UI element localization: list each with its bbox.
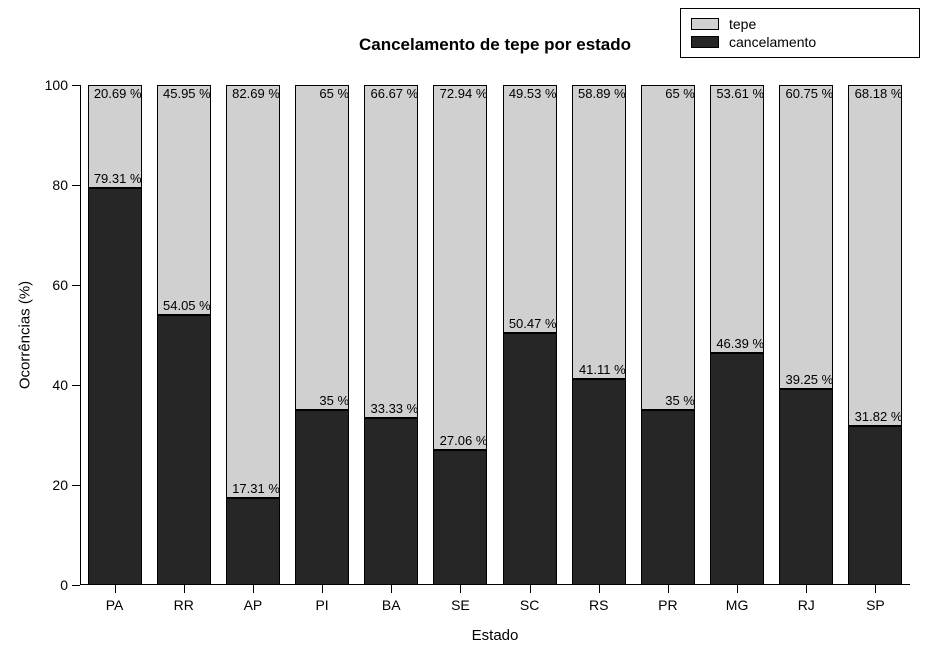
pct-label-tepe: 58.89 % xyxy=(578,86,626,101)
legend-label: cancelamento xyxy=(729,33,816,51)
bar-segment-tepe xyxy=(157,85,211,315)
bar-segment-tepe xyxy=(503,85,557,333)
pct-label-cancelamento: 54.05 % xyxy=(163,298,211,313)
pct-label-cancelamento: 33.33 % xyxy=(371,401,419,416)
plot-area: 020406080100PA79.31 %20.69 %RR54.05 %45.… xyxy=(80,85,910,585)
x-axis-title: Estado xyxy=(472,627,519,644)
bar-segment-cancelamento xyxy=(779,389,833,585)
bar-segment-tepe xyxy=(226,85,280,498)
chart-title: Cancelamento de tepe por estado xyxy=(359,35,631,55)
legend-label: tepe xyxy=(729,15,756,33)
pct-label-cancelamento: 27.06 % xyxy=(440,433,488,448)
bar-segment-tepe xyxy=(364,85,418,418)
bar-segment-cancelamento xyxy=(848,426,902,585)
bar-segment-tepe xyxy=(572,85,626,379)
pct-label-tepe: 20.69 % xyxy=(94,86,142,101)
bar-group: 35 % 65 % xyxy=(295,85,349,585)
legend-item: tepe xyxy=(691,15,909,33)
y-tick-label: 60 xyxy=(52,277,80,293)
bar-segment-cancelamento xyxy=(572,379,626,585)
bar-segment-cancelamento xyxy=(641,410,695,585)
x-tick-label: SE xyxy=(451,585,470,613)
y-tick-label: 20 xyxy=(52,477,80,493)
bar-segment-cancelamento xyxy=(503,333,557,585)
pct-label-cancelamento: 41.11 % xyxy=(579,362,626,377)
y-tick-label: 80 xyxy=(52,177,80,193)
y-axis-line xyxy=(80,85,81,585)
bar-group: 41.11 % 58.89 % xyxy=(572,85,626,585)
bar-segment-tepe xyxy=(779,85,833,389)
y-axis-title: Ocorrências (%) xyxy=(17,281,34,389)
bar-segment-cancelamento xyxy=(226,498,280,585)
pct-label-cancelamento: 50.47 % xyxy=(509,316,557,331)
bar-segment-cancelamento xyxy=(88,188,142,585)
bar-group: 17.31 % 82.69 % xyxy=(226,85,280,585)
pct-label-tepe: 66.67 % xyxy=(371,86,419,101)
pct-label-cancelamento: 46.39 % xyxy=(716,336,764,351)
bar-segment-cancelamento xyxy=(364,418,418,585)
pct-label-cancelamento: 35 % xyxy=(319,393,349,408)
bar-segment-cancelamento xyxy=(295,410,349,585)
bar-segment-cancelamento xyxy=(433,450,487,585)
pct-label-cancelamento: 39.25 % xyxy=(786,372,834,387)
y-tick-label: 100 xyxy=(45,77,80,93)
x-tick-label: SC xyxy=(520,585,539,613)
x-tick-label: RJ xyxy=(798,585,815,613)
y-tick-label: 40 xyxy=(52,377,80,393)
pct-label-cancelamento: 17.31 % xyxy=(232,481,280,496)
x-tick-label: AP xyxy=(244,585,263,613)
bar-group: 46.39 % 53.61 % xyxy=(710,85,764,585)
bar-segment-cancelamento xyxy=(157,315,211,585)
pct-label-tepe: 65 % xyxy=(319,86,349,101)
pct-label-tepe: 60.75 % xyxy=(786,86,834,101)
x-tick-label: RS xyxy=(589,585,608,613)
bar-segment-tepe xyxy=(641,85,695,410)
bar-group: 31.82 % 68.18 % xyxy=(848,85,902,585)
chart-container: Cancelamento de tepe por estado tepecanc… xyxy=(0,0,947,672)
bar-segment-tepe xyxy=(710,85,764,353)
pct-label-cancelamento: 35 % xyxy=(665,393,695,408)
bar-group: 79.31 % 20.69 % xyxy=(88,85,142,585)
bar-group: 27.06 % 72.94 % xyxy=(433,85,487,585)
x-tick-label: MG xyxy=(726,585,749,613)
bar-group: 54.05 % 45.95 % xyxy=(157,85,211,585)
pct-label-tepe: 68.18 % xyxy=(855,86,903,101)
pct-label-tepe: 72.94 % xyxy=(440,86,488,101)
bar-segment-cancelamento xyxy=(710,353,764,585)
x-tick-label: BA xyxy=(382,585,401,613)
pct-label-tepe: 49.53 % xyxy=(509,86,557,101)
x-tick-label: SP xyxy=(866,585,885,613)
pct-label-cancelamento: 31.82 % xyxy=(855,409,903,424)
bar-segment-tepe xyxy=(848,85,902,426)
legend: tepecancelamento xyxy=(680,8,920,58)
x-tick-label: PI xyxy=(315,585,328,613)
bar-group: 35 % 65 % xyxy=(641,85,695,585)
bar-group: 33.33 % 66.67 % xyxy=(364,85,418,585)
x-tick-label: PR xyxy=(658,585,677,613)
legend-item: cancelamento xyxy=(691,33,909,51)
pct-label-cancelamento: 79.31 % xyxy=(94,171,142,186)
bar-segment-tepe xyxy=(295,85,349,410)
x-tick-label: RR xyxy=(174,585,194,613)
bar-segment-tepe xyxy=(433,85,487,450)
pct-label-tepe: 45.95 % xyxy=(163,86,211,101)
legend-swatch xyxy=(691,36,719,48)
pct-label-tepe: 82.69 % xyxy=(232,86,280,101)
bar-group: 39.25 % 60.75 % xyxy=(779,85,833,585)
bar-group: 50.47 % 49.53 % xyxy=(503,85,557,585)
x-tick-label: PA xyxy=(106,585,124,613)
legend-swatch xyxy=(691,18,719,30)
pct-label-tepe: 65 % xyxy=(665,86,695,101)
pct-label-tepe: 53.61 % xyxy=(716,86,764,101)
y-tick-label: 0 xyxy=(60,577,80,593)
